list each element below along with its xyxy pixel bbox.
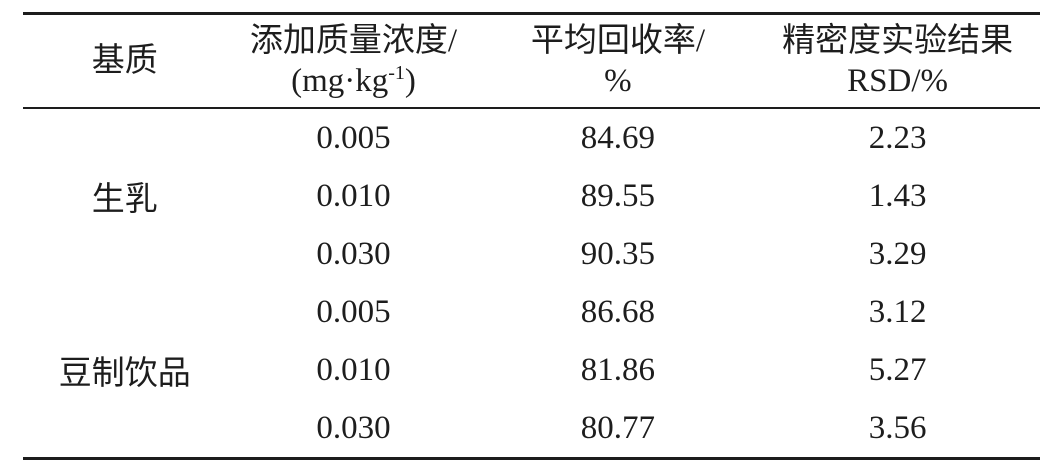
col-header-precision: 精密度实验结果 RSD/% bbox=[755, 13, 1040, 109]
table-row: 0.030 80.77 3.56 bbox=[23, 399, 1040, 459]
cell-rsd: 3.12 bbox=[868, 293, 927, 330]
col-header-concentration-line1: 添加质量浓度/ bbox=[249, 23, 458, 59]
cell-recovery: 89.55 bbox=[580, 177, 656, 214]
table-row: 豆制饮品 0.005 86.68 3.12 bbox=[23, 283, 1040, 393]
concentration-unit-exponent: -1 bbox=[388, 62, 405, 84]
table-row: 0.010 89.55 1.43 bbox=[23, 167, 1040, 225]
cell-concentration: 0.005 bbox=[316, 293, 391, 330]
col-header-recovery-line1: 平均回收率/ bbox=[530, 23, 706, 59]
cell-recovery: 84.69 bbox=[580, 119, 656, 156]
col-header-precision-line2: RSD/% bbox=[847, 63, 949, 99]
cell-recovery: 81.86 bbox=[580, 351, 656, 388]
table-body: 生乳 0.005 84.69 2.23 0.010 89.55 1.43 0.0… bbox=[23, 108, 1040, 459]
cell-concentration: 0.030 bbox=[316, 409, 391, 446]
col-header-concentration: 添加质量浓度/ (mg·kg-1) bbox=[226, 13, 481, 109]
cell-recovery: 86.68 bbox=[580, 293, 656, 330]
col-header-recovery: 平均回收率/ % bbox=[480, 13, 756, 109]
cell-concentration: 0.005 bbox=[316, 119, 391, 156]
col-header-concentration-unit: (mg·kg-1) bbox=[291, 62, 416, 99]
table-row: 0.030 90.35 3.29 bbox=[23, 225, 1040, 283]
cell-rsd: 2.23 bbox=[868, 119, 927, 156]
cell-recovery: 90.35 bbox=[580, 235, 656, 272]
cell-rsd: 3.29 bbox=[868, 235, 927, 272]
table-row: 0.010 81.86 5.27 bbox=[23, 341, 1040, 399]
table-header: 基质 添加质量浓度/ (mg·kg-1) 平均回收率/ % 精密度实验结果 RS… bbox=[23, 13, 1040, 109]
recovery-precision-table: 基质 添加质量浓度/ (mg·kg-1) 平均回收率/ % 精密度实验结果 RS… bbox=[23, 12, 1040, 460]
cell-recovery: 80.77 bbox=[580, 409, 656, 446]
header-row: 基质 添加质量浓度/ (mg·kg-1) 平均回收率/ % 精密度实验结果 RS… bbox=[23, 13, 1040, 109]
col-header-recovery-line2: % bbox=[604, 63, 632, 99]
cell-rsd: 3.56 bbox=[868, 409, 927, 446]
cell-concentration: 0.010 bbox=[316, 177, 391, 214]
cell-matrix-soy-beverage: 豆制饮品 bbox=[58, 356, 191, 392]
cell-concentration: 0.010 bbox=[316, 351, 391, 388]
cell-concentration: 0.030 bbox=[316, 235, 391, 272]
table-row: 生乳 0.005 84.69 2.23 bbox=[23, 108, 1040, 219]
cell-rsd: 1.43 bbox=[868, 177, 927, 214]
col-header-matrix: 基质 bbox=[23, 13, 227, 109]
cell-rsd: 5.27 bbox=[868, 351, 927, 388]
cell-matrix-raw-milk: 生乳 bbox=[91, 182, 158, 218]
col-header-matrix-label: 基质 bbox=[91, 43, 158, 79]
col-header-precision-line1: 精密度实验结果 bbox=[782, 23, 1014, 59]
